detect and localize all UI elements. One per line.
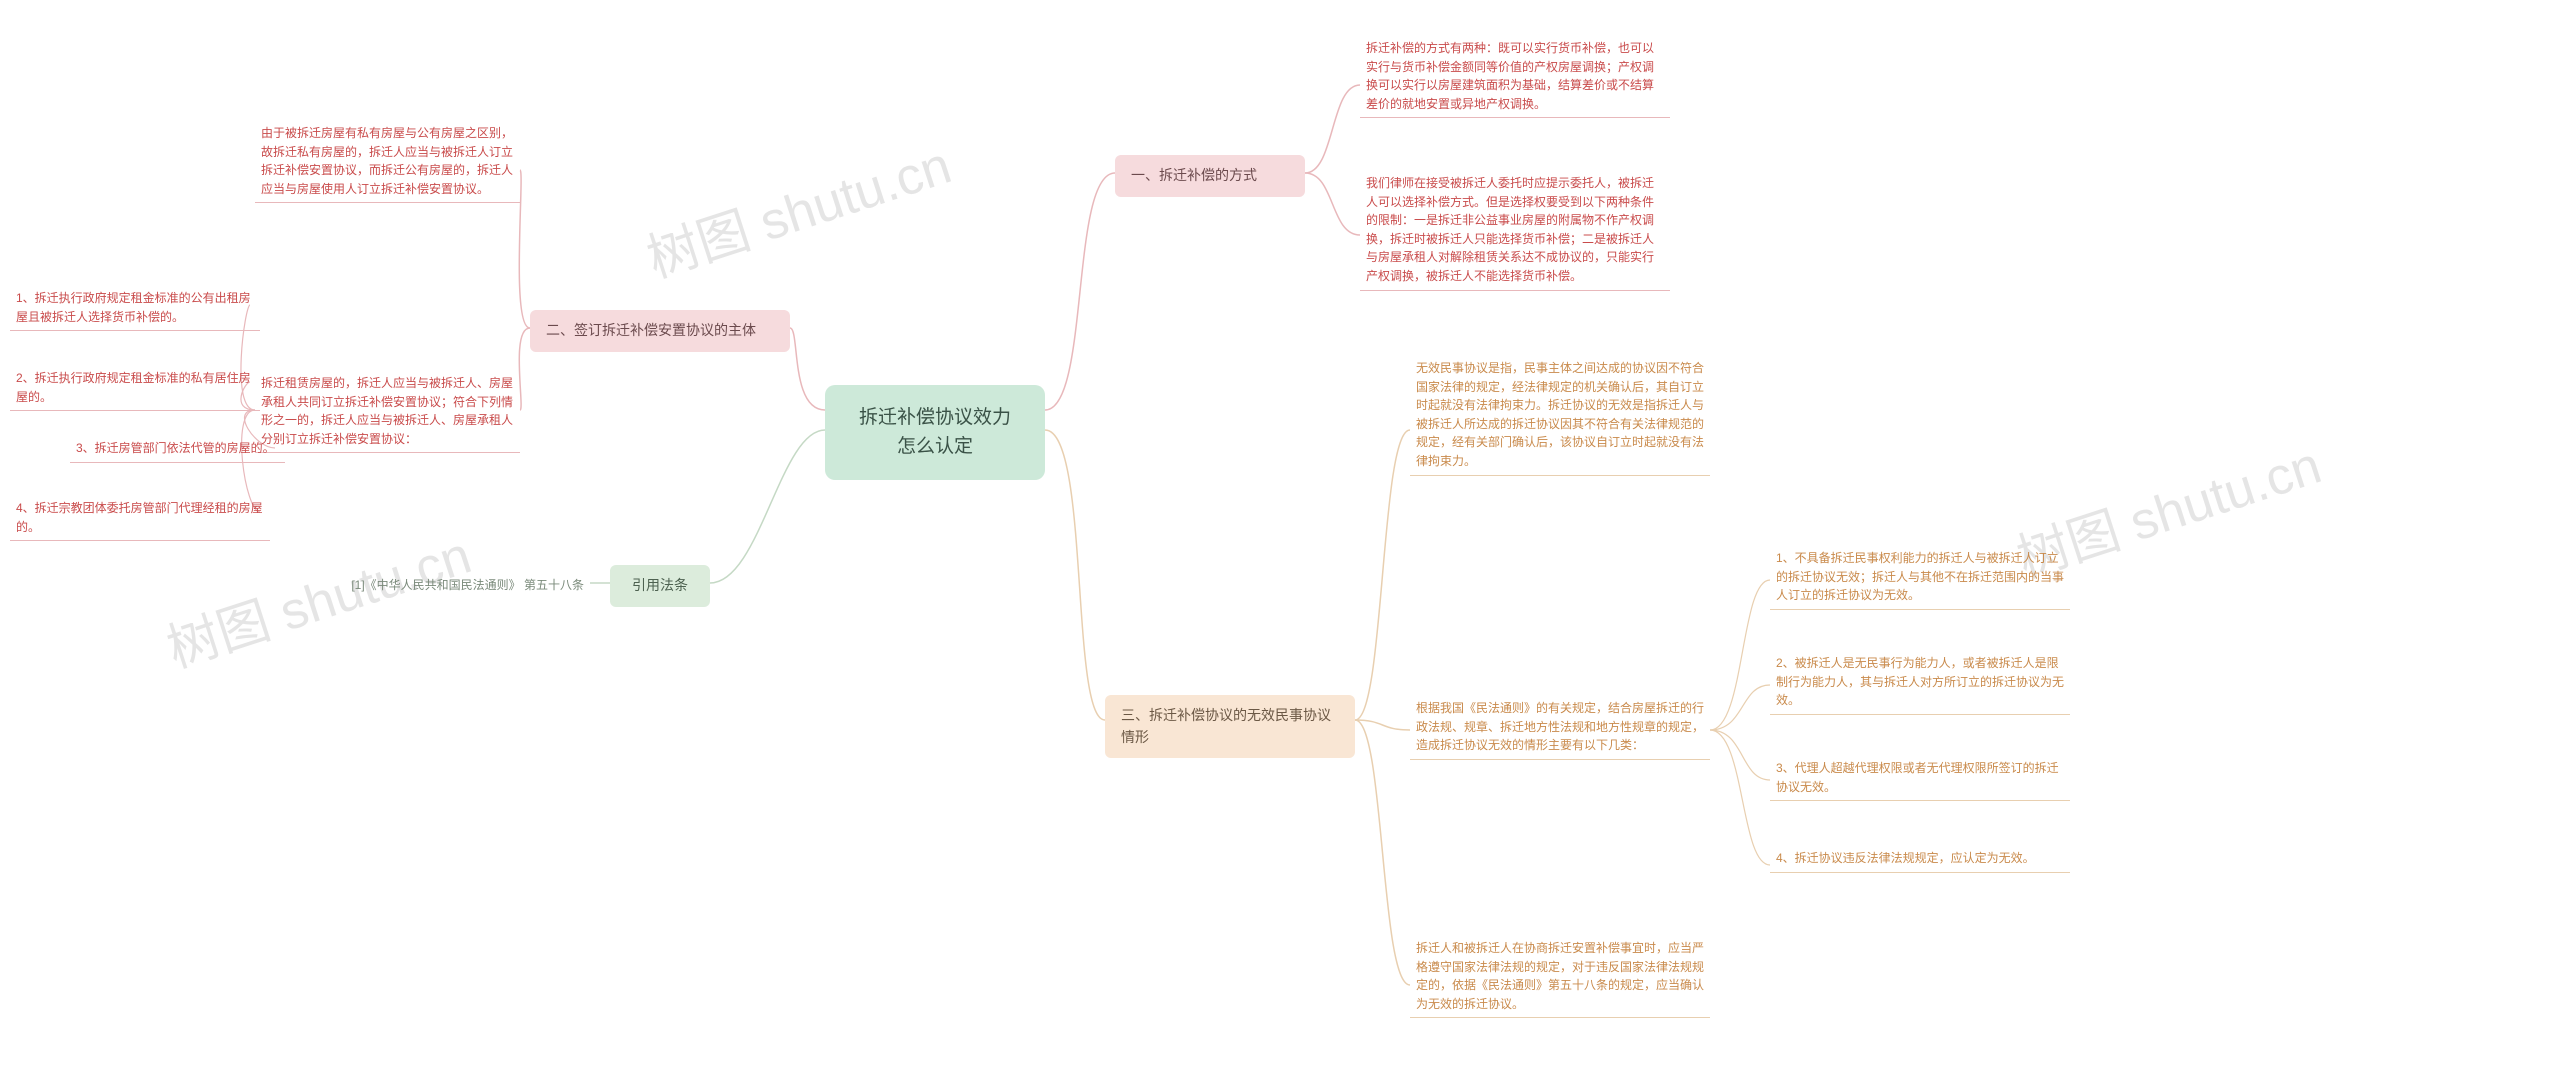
- leaf-b1c2: 我们律师在接受被拆迁人委托时应提示委托人，被拆迁人可以选择补偿方式。但是选择权要…: [1360, 170, 1670, 291]
- leaf-b2c2: 拆迁租赁房屋的，拆迁人应当与被拆迁人、房屋承租人共同订立拆迁补偿安置协议；符合下…: [255, 370, 520, 453]
- branch-4: 引用法条: [610, 565, 710, 607]
- leaf-b2c2b: 2、拆迁执行政府规定租金标准的私有居住房屋的。: [10, 365, 260, 411]
- leaf-b3c3: 拆迁人和被拆迁人在协商拆迁安置补偿事宜时，应当严格遵守国家法律法规的规定，对于违…: [1410, 935, 1710, 1018]
- branch-1: 一、拆迁补偿的方式: [1115, 155, 1305, 197]
- branch-3: 三、拆迁补偿协议的无效民事协议情形: [1105, 695, 1355, 758]
- leaf-b2c2d: 4、拆迁宗教团体委托房管部门代理经租的房屋的。: [10, 495, 270, 541]
- leaf-b2c1: 由于被拆迁房屋有私有房屋与公有房屋之区别，故拆迁私有房屋的，拆迁人应当与被拆迁人…: [255, 120, 520, 203]
- leaf-b4c1: [1]《中华人民共和国民法通则》 第五十八条: [320, 572, 590, 599]
- leaf-b3c2a: 1、不具备拆迁民事权利能力的拆迁人与被拆迁人订立的拆迁协议无效；拆迁人与其他不在…: [1770, 545, 2070, 610]
- leaf-b3c2: 根据我国《民法通则》的有关规定，结合房屋拆迁的行政法规、规章、拆迁地方性法规和地…: [1410, 695, 1710, 760]
- leaf-b1c1: 拆迁补偿的方式有两种：既可以实行货币补偿，也可以实行与货币补偿金额同等价值的产权…: [1360, 35, 1670, 118]
- leaf-b2c2a: 1、拆迁执行政府规定租金标准的公有出租房屋且被拆迁人选择货币补偿的。: [10, 285, 260, 331]
- watermark: 树图 shutu.cn: [636, 123, 959, 292]
- root-node: 拆迁补偿协议效力怎么认定: [825, 385, 1045, 480]
- leaf-b3c1: 无效民事协议是指，民事主体之间达成的协议因不符合国家法律的规定，经法律规定的机关…: [1410, 355, 1710, 476]
- leaf-b3c2c: 3、代理人超越代理权限或者无代理权限所签订的拆迁协议无效。: [1770, 755, 2070, 801]
- leaf-b3c2d: 4、拆迁协议违反法律法规规定，应认定为无效。: [1770, 845, 2070, 873]
- branch-2: 二、签订拆迁补偿安置协议的主体: [530, 310, 790, 352]
- leaf-b2c2c: 3、拆迁房管部门依法代管的房屋的。: [70, 435, 285, 463]
- leaf-b3c2b: 2、被拆迁人是无民事行为能力人，或者被拆迁人是限制行为能力人，其与拆迁人对方所订…: [1770, 650, 2070, 715]
